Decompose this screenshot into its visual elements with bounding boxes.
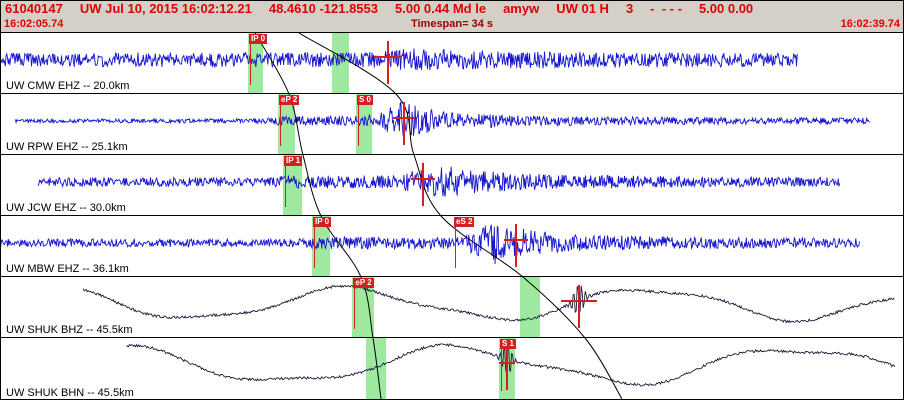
analyst-id: amyw [503, 1, 540, 16]
trace-panel[interactable]: IP 0 eS 2 UW MBW EHZ -- 36.1km [0, 216, 904, 277]
waveform-plot [14, 101, 870, 138]
waveform-plot [37, 166, 841, 197]
pick-flag[interactable]: eP 2 [353, 278, 374, 288]
waveform [37, 166, 841, 197]
error-bar-whisker [504, 239, 529, 242]
trace-panel[interactable]: IP 1 UW JCW EHZ -- 30.0km [0, 155, 904, 216]
status-flags: - - - - [650, 1, 682, 16]
station-label: UW JCW EHZ -- 30.0km [6, 202, 126, 214]
pick-flag[interactable]: eS 2 [454, 217, 475, 227]
error-values: 5.00 0.00 [698, 1, 754, 16]
pick-flag[interactable]: IP 0 [313, 217, 332, 227]
trace-panel[interactable]: eP 2 UW SHUK BHZ -- 45.5km [0, 277, 904, 338]
pick-line[interactable] [250, 44, 251, 85]
error-bar-whisker [499, 361, 516, 364]
station-label: UW SHUK BHZ -- 45.5km [6, 324, 133, 336]
station-label: UW RPW EHZ -- 25.1km [6, 141, 128, 153]
waveform-plot [82, 284, 895, 324]
event-header-bar: 61040147 UW Jul 10, 2015 16:02:12.21 48.… [0, 0, 904, 33]
waveform-plot [0, 48, 798, 71]
network-code: UW 01 H [556, 1, 609, 16]
error-bar[interactable] [386, 41, 389, 84]
timespan-label: Timespan= 34 s [410, 18, 494, 30]
pick-line[interactable] [280, 105, 281, 146]
pick-line[interactable] [358, 105, 359, 146]
trace-panel[interactable]: eP 2 S 0 UW RPW EHZ -- 25.1km [0, 94, 904, 155]
station-label: UW CMW EHZ -- 20.0km [6, 80, 130, 92]
station-label: UW MBW EHZ -- 36.1km [6, 263, 129, 275]
event-summary-line: 61040147 UW Jul 10, 2015 16:02:12.21 48.… [5, 1, 899, 16]
waveform [126, 343, 896, 387]
waveform-plot [0, 224, 860, 265]
pick-line[interactable] [501, 349, 502, 391]
waveform [0, 48, 798, 71]
pick-flag[interactable]: S 0 [357, 95, 374, 105]
depth-magnitude: 5.00 0.44 Md le [395, 1, 487, 16]
waveform-plot [126, 343, 896, 387]
pick-line[interactable] [354, 288, 356, 329]
window-start-time: 16:02:05.74 [4, 18, 64, 30]
pick-line[interactable] [285, 166, 286, 207]
latitude-longitude: 48.4610 -121.8553 [268, 1, 378, 16]
pick-line[interactable] [314, 227, 315, 268]
error-bar-whisker [411, 178, 435, 181]
error-bar[interactable] [577, 285, 580, 328]
pick-flag[interactable]: IP 1 [284, 156, 303, 166]
trace-area: IP 0 UW CMW EHZ -- 20.0km eP 2 S 0 UW RPW EH… [0, 33, 904, 400]
waveform [82, 284, 895, 324]
window-end-time: 16:02:39.74 [840, 18, 900, 30]
origin-time: UW Jul 10, 2015 16:02:12.21 [79, 1, 252, 16]
pick-flag[interactable]: eP 2 [279, 95, 300, 105]
trace-panel[interactable]: S 1 UW SHUK BHN -- 45.5km [0, 338, 904, 400]
trace-panel[interactable]: IP 0 UW CMW EHZ -- 20.0km [0, 33, 904, 94]
event-id: 61040147 [5, 1, 63, 16]
pick-flag[interactable]: S 1 [500, 339, 517, 349]
error-bar[interactable] [403, 102, 406, 145]
waveform [14, 101, 870, 138]
error-bar-whisker [393, 117, 416, 120]
station-label: UW SHUK BHN -- 45.5km [6, 387, 134, 399]
error-bar[interactable] [506, 346, 509, 390]
pick-flag[interactable]: IP 0 [249, 34, 268, 44]
error-bar-whisker [560, 300, 597, 303]
time-axis-line: 16:02:05.74 Timespan= 34 s 16:02:39.74 [4, 18, 900, 30]
pick-line[interactable] [455, 227, 456, 268]
pick-count: 3 [625, 1, 634, 16]
error-bar[interactable] [515, 224, 518, 267]
error-bar[interactable] [422, 163, 425, 206]
waveform [0, 224, 860, 265]
error-bar-whisker [373, 56, 402, 59]
